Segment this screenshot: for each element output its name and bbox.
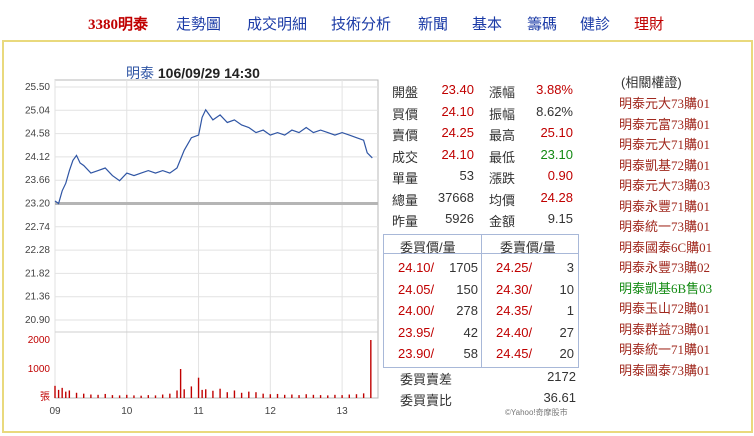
quote-value: 53 bbox=[459, 168, 474, 183]
quote-value: 5926 bbox=[445, 211, 474, 226]
ask-qty: 27 bbox=[559, 324, 574, 340]
quote-label: 最低 bbox=[489, 149, 516, 165]
bid-price: 24.10/ bbox=[398, 260, 435, 275]
bid-ask-ratio-label: 委買賣比 bbox=[400, 393, 453, 408]
warrant-link[interactable]: 明泰永豐73購02 bbox=[619, 260, 711, 275]
quote-label: 賣價 bbox=[392, 128, 419, 143]
quote-value: 25.10 bbox=[540, 125, 573, 140]
chart-stock-name: 明泰 bbox=[126, 65, 154, 81]
ask-header: 委賣價/量 bbox=[500, 240, 556, 255]
chart-title: 明泰 106/09/29 14:30 bbox=[126, 63, 260, 83]
nav-item-3[interactable]: 技術分析 bbox=[331, 17, 392, 33]
nav-item-8[interactable]: 理財 bbox=[634, 17, 665, 33]
nav-item-4[interactable]: 新聞 bbox=[418, 17, 449, 33]
warrant-link[interactable]: 明泰統一73購01 bbox=[619, 219, 711, 234]
quote-value: 23.40 bbox=[441, 82, 474, 97]
source-credit: ©Yahoo!奇摩股市 bbox=[505, 408, 568, 417]
related-warrants-title: (相關權證) bbox=[621, 75, 682, 90]
ask-price: 24.35/ bbox=[496, 303, 533, 318]
bid-ask-diff-label: 委買賣差 bbox=[400, 372, 453, 387]
warrant-link[interactable]: 明泰凱基6B售03 bbox=[619, 280, 713, 296]
quote-label: 振幅 bbox=[489, 106, 516, 122]
quote-label: 成交 bbox=[392, 149, 419, 165]
warrant-link[interactable]: 明泰國泰73購01 bbox=[619, 362, 711, 378]
quote-label: 總量 bbox=[392, 192, 419, 208]
ask-qty: 20 bbox=[559, 346, 574, 361]
quote-value: 24.10 bbox=[441, 146, 474, 162]
quote-value: 9.15 bbox=[547, 211, 573, 226]
quote-value: 0.90 bbox=[547, 168, 573, 183]
bid-qty: 1705 bbox=[449, 260, 478, 275]
top-navigation: 3380明泰 走勢圖 成交明細 技術分析 新聞 基本 籌碼 健診 理財 bbox=[0, 0, 754, 40]
nav-item-5[interactable]: 基本 bbox=[472, 17, 503, 33]
quote-label: 單量 bbox=[392, 171, 419, 186]
warrant-link[interactable]: 明泰玉山72購01 bbox=[619, 301, 711, 316]
quote-label: 均價 bbox=[489, 192, 516, 208]
quote-label: 昨量 bbox=[392, 214, 419, 229]
quote-label: 漲跌 bbox=[489, 171, 516, 186]
warrant-link[interactable]: 明泰元富73購01 bbox=[619, 116, 711, 132]
warrant-link[interactable]: 明泰元大73購03 bbox=[619, 178, 711, 193]
quote-label: 開盤 bbox=[392, 85, 419, 100]
bid-qty: 42 bbox=[463, 324, 478, 340]
ask-qty: 10 bbox=[559, 281, 574, 297]
nav-item-6[interactable]: 籌碼 bbox=[527, 17, 558, 33]
bid-ask-ratio-value: 36.61 bbox=[543, 390, 576, 405]
ask-price: 24.45/ bbox=[496, 346, 533, 361]
ask-qty: 3 bbox=[566, 260, 574, 275]
nav-item-2[interactable]: 成交明細 bbox=[247, 17, 308, 33]
quote-label: 最高 bbox=[489, 128, 516, 143]
warrant-link[interactable]: 明泰統一71購01 bbox=[619, 342, 711, 357]
bid-qty: 58 bbox=[463, 346, 478, 361]
nav-stock-code[interactable]: 3380明泰 bbox=[88, 17, 149, 33]
warrant-link[interactable]: 明泰元大73購01 bbox=[619, 96, 711, 111]
quote-label: 買價 bbox=[392, 106, 419, 122]
bid-qty: 278 bbox=[456, 303, 478, 318]
quote-label: 漲幅 bbox=[489, 85, 516, 100]
quote-label: 金額 bbox=[489, 214, 516, 229]
order-book-divider bbox=[481, 234, 482, 368]
ask-price: 24.40/ bbox=[496, 324, 533, 340]
bid-price: 23.90/ bbox=[398, 346, 435, 361]
bid-price: 24.05/ bbox=[398, 281, 435, 297]
quote-value: 24.25 bbox=[441, 125, 474, 140]
warrant-link[interactable]: 明泰國泰6C購01 bbox=[619, 239, 713, 255]
warrant-link[interactable]: 明泰群益73購01 bbox=[619, 321, 711, 337]
warrant-link[interactable]: 明泰永豐71購01 bbox=[619, 198, 711, 214]
bid-price: 24.00/ bbox=[398, 303, 435, 318]
nav-item-1[interactable]: 走勢圖 bbox=[176, 17, 222, 33]
warrant-link[interactable]: 明泰凱基72購01 bbox=[619, 157, 711, 173]
chart-datetime: 106/09/29 14:30 bbox=[157, 65, 260, 81]
quote-value: 37668 bbox=[437, 189, 474, 205]
quote-value: 8.62% bbox=[536, 103, 573, 119]
warrant-link[interactable]: 明泰元大71購01 bbox=[619, 137, 711, 152]
quote-value: 24.10 bbox=[441, 103, 474, 119]
quote-value: 24.28 bbox=[540, 189, 573, 205]
bid-ask-diff-value: 2172 bbox=[547, 369, 576, 384]
nav-item-7[interactable]: 健診 bbox=[580, 17, 611, 33]
ask-price: 24.30/ bbox=[496, 281, 533, 297]
ask-price: 24.25/ bbox=[496, 260, 533, 275]
quote-value: 23.10 bbox=[540, 146, 573, 162]
ask-qty: 1 bbox=[566, 303, 574, 318]
bid-price: 23.95/ bbox=[398, 324, 435, 340]
bid-qty: 150 bbox=[456, 281, 478, 297]
bid-header: 委買價/量 bbox=[400, 240, 456, 255]
quote-value: 3.88% bbox=[536, 82, 573, 97]
